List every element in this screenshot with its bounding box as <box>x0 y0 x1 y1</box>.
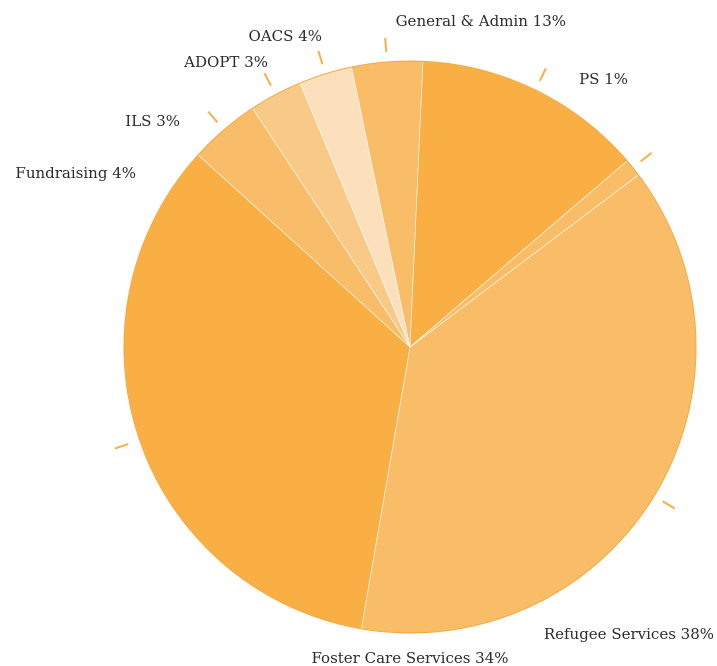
slice-label-general-admin: General & Admin 13% <box>396 12 566 30</box>
slice-label-refugee-services: Refugee Services 38% <box>544 625 714 643</box>
leader-tick-fundraising <box>207 110 219 123</box>
slice-label-ils: ILS 3% <box>125 112 180 130</box>
leader-tick-oacs <box>384 37 388 53</box>
leader-tick-ps <box>640 151 653 163</box>
label-leader-ticks <box>114 37 676 510</box>
slice-label-adopt: ADOPT 3% <box>183 53 268 71</box>
pie-outline <box>123 60 697 634</box>
leader-tick-adopt <box>317 50 324 65</box>
pie-slices <box>123 60 697 634</box>
leader-tick-ils <box>263 72 272 87</box>
slice-label-fundraising: Fundraising 4% <box>15 164 136 182</box>
leader-tick-foster-care-services <box>114 443 129 450</box>
slice-label-oacs: OACS 4% <box>249 27 322 45</box>
slice-label-ps: PS 1% <box>579 70 628 88</box>
slice-label-foster-care-services: Foster Care Services 34% <box>311 649 508 666</box>
leader-tick-refugee-services <box>662 500 676 510</box>
leader-tick-general-admin <box>538 67 547 82</box>
slice-labels: Refugee Services 38% Foster Care Services… <box>15 12 714 666</box>
